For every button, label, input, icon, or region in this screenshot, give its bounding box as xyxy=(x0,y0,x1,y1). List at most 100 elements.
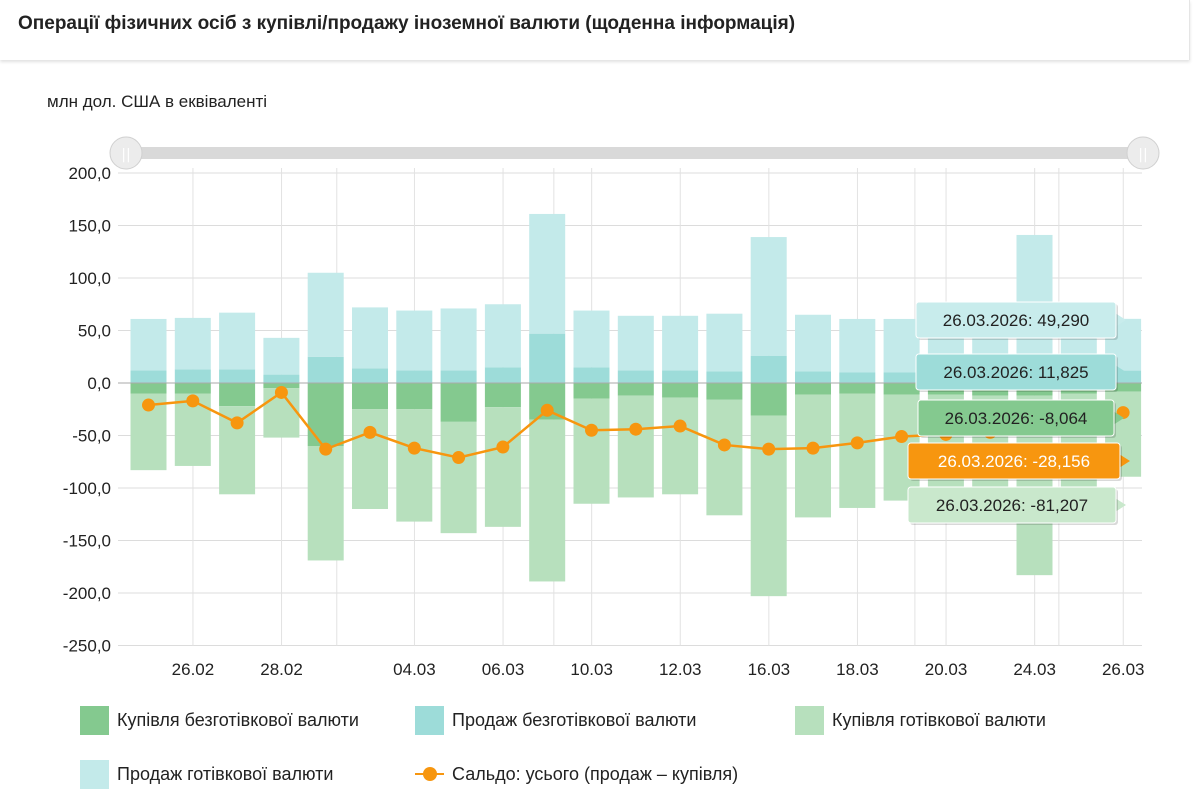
tooltip-pointer xyxy=(1119,454,1130,468)
range-handle-left-grip: || xyxy=(121,147,130,163)
bar-cash-sale xyxy=(795,314,831,372)
bar-cashless-purchase xyxy=(706,383,743,400)
bar-cashless-purchase xyxy=(839,383,876,394)
bar-cash-sale xyxy=(706,313,743,372)
legend-swatch-cash-sale xyxy=(80,760,109,789)
legend-item-balance[interactable]: Сальдо: усього (продаж – купівля) xyxy=(415,760,738,789)
bar-cashless-purchase xyxy=(307,383,344,446)
bar-cash-sale xyxy=(750,237,787,356)
bar-cashless-sale xyxy=(130,370,167,383)
balance-point xyxy=(142,398,155,412)
y-tick-label: -200,0 xyxy=(63,584,111,603)
bar-cashless-sale xyxy=(440,370,477,383)
legend-item-cash-purchase[interactable]: Купівля готівкової валюти xyxy=(795,706,1046,735)
tooltip-text: 26.03.2026: -81,207 xyxy=(936,496,1088,515)
bar-cash-sale xyxy=(883,318,920,373)
bar-cashless-purchase xyxy=(883,383,920,395)
bar-cashless-sale xyxy=(750,355,787,383)
tooltip-box xyxy=(907,442,1121,480)
legend-item-cash-sale[interactable]: Продаж готівкової валюти xyxy=(80,760,333,789)
bar-cash-sale xyxy=(617,315,654,371)
balance-point xyxy=(496,440,510,454)
x-tick-label: 28.02 xyxy=(260,660,303,679)
range-handle-left-knob xyxy=(109,136,143,170)
legend-label-cashless-purchase: Купівля безготівкової валюти xyxy=(117,710,359,730)
bar-cash-purchase xyxy=(307,446,344,561)
tooltip-pointer xyxy=(1115,498,1126,512)
y-tick-label: -250,0 xyxy=(63,637,111,656)
bar-cash-purchase xyxy=(750,415,787,597)
range-handle-left[interactable]: || xyxy=(109,136,143,170)
bar-cash-purchase xyxy=(839,393,876,508)
bar-cash-purchase xyxy=(396,409,433,522)
legend-item-cashless-purchase[interactable]: Купівля безготівкової валюти xyxy=(80,706,359,735)
bar-cashless-purchase xyxy=(750,383,787,416)
bar-cashless-sale xyxy=(573,367,610,383)
y-axis-unit-label: млн дол. США в еквіваленті xyxy=(47,92,268,111)
x-tick-label: 26.02 xyxy=(172,660,215,679)
y-tick-label: 50,0 xyxy=(78,322,111,341)
bar-cash-purchase xyxy=(706,399,743,516)
x-tick-label: 24.03 xyxy=(1013,660,1056,679)
page-title: Операції фізичних осіб з купівлі/продажу… xyxy=(18,13,796,34)
bar-cashless-sale xyxy=(529,333,566,383)
tooltip: 26.03.2026: 49,290 xyxy=(915,301,1126,340)
bar-cashless-sale xyxy=(263,374,300,383)
legend-marker-balance xyxy=(415,760,444,789)
bar-cash-sale xyxy=(440,308,477,371)
x-tick-label: 06.03 xyxy=(482,660,525,679)
bar-cashless-sale xyxy=(396,370,433,383)
tooltip: 26.03.2026: -81,207 xyxy=(907,486,1126,525)
bar-cashless-sale xyxy=(219,369,256,383)
bar-cash-purchase xyxy=(484,407,521,527)
balance-point xyxy=(806,441,820,455)
y-tick-label: 100,0 xyxy=(68,269,111,288)
legend-label-cashless-sale: Продаж безготівкової валюти xyxy=(452,710,697,730)
bar-cashless-purchase xyxy=(617,383,654,396)
x-tick-label: 10.03 xyxy=(570,660,613,679)
bar-cashless-sale xyxy=(706,371,743,383)
bar-cashless-sale xyxy=(662,370,699,383)
range-handle-right[interactable]: || xyxy=(1126,136,1160,170)
bar-cashless-sale xyxy=(839,372,876,383)
bar-cash-sale xyxy=(573,310,610,368)
bar-cashless-purchase xyxy=(352,383,388,410)
legend-swatch-cashless-sale xyxy=(415,706,444,735)
x-tick-label: 18.03 xyxy=(836,660,879,679)
balance-point xyxy=(629,422,643,436)
tooltip-pointer xyxy=(1115,313,1126,327)
legend-swatch-cash-purchase xyxy=(795,706,824,735)
bar-cashless-sale xyxy=(174,369,211,383)
tooltip-box xyxy=(907,486,1117,524)
bar-cashless-sale xyxy=(795,371,831,383)
bar-cash-sale xyxy=(662,315,699,371)
legend-label-cash-purchase: Купівля готівкової валюти xyxy=(832,710,1046,730)
balance-point xyxy=(717,438,731,452)
legend-label-cash-sale: Продаж готівкової валюти xyxy=(117,764,334,784)
legend-item-cashless-sale[interactable]: Продаж безготівкової валюти xyxy=(415,706,696,735)
bar-cashless-purchase xyxy=(440,383,477,422)
balance-point xyxy=(540,403,554,417)
x-tick-label: 20.03 xyxy=(925,660,968,679)
bar-cashless-purchase xyxy=(174,383,211,394)
x-tick-label: 12.03 xyxy=(659,660,702,679)
balance-point xyxy=(895,430,909,444)
bar-cashless-purchase xyxy=(263,383,300,389)
y-tick-label: -50,0 xyxy=(72,427,111,446)
range-navigator[interactable]: || || xyxy=(109,136,1160,170)
bar-cash-purchase xyxy=(529,419,566,582)
range-handle-right-knob xyxy=(1126,136,1160,170)
y-tick-label: 0,0 xyxy=(87,374,111,393)
tooltip-text: 26.03.2026: 11,825 xyxy=(943,363,1088,382)
bar-cash-purchase xyxy=(662,397,699,495)
bar-cash-purchase xyxy=(352,409,388,509)
tooltip-pointer xyxy=(1115,365,1126,379)
legend-swatch-cashless-purchase xyxy=(80,706,109,735)
bar-cash-purchase xyxy=(795,394,831,518)
tooltip-box xyxy=(917,399,1115,437)
tooltip: 26.03.2026: 11,825 xyxy=(915,353,1126,392)
tooltip: 26.03.2026: -8,064 xyxy=(917,399,1124,438)
range-track xyxy=(126,147,1144,159)
